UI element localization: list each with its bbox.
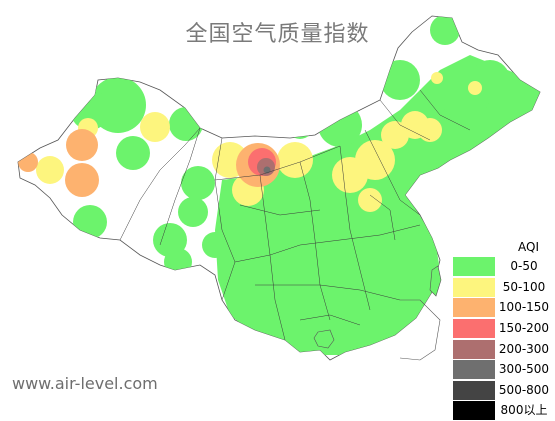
map-title: 全国空气质量指数 bbox=[185, 22, 370, 47]
legend-swatch bbox=[453, 319, 495, 339]
south-sea-inset bbox=[399, 299, 441, 361]
aqi-blob-good bbox=[318, 103, 362, 147]
aqi-blob-moderate bbox=[431, 72, 443, 84]
aqi-blob-moderate bbox=[358, 188, 382, 212]
aqi-blob-hazardous bbox=[263, 166, 271, 174]
aqi-legend: AQI 0-50 50-100 100-150 150-200 200-300 300-5… bbox=[453, 238, 553, 421]
hainan-island bbox=[313, 329, 335, 349]
legend-label: 800以上 bbox=[495, 401, 553, 421]
legend-swatch bbox=[453, 298, 495, 318]
aqi-blob-good bbox=[181, 166, 215, 200]
legend-label: 150-200 bbox=[495, 319, 553, 339]
aqi-blob-good bbox=[169, 107, 203, 141]
legend-item: 0-50 bbox=[453, 256, 553, 277]
legend-swatch bbox=[453, 257, 495, 277]
legend-swatch bbox=[453, 277, 495, 297]
legend-swatch bbox=[453, 339, 495, 359]
china-map bbox=[17, 15, 541, 361]
aqi-blob-sensitive bbox=[18, 152, 38, 172]
aqi-blob-moderate bbox=[140, 112, 170, 142]
legend-swatch bbox=[453, 380, 495, 400]
aqi-blob-moderate bbox=[418, 118, 442, 142]
legend-label: 100-150 bbox=[495, 298, 553, 318]
aqi-blob-good bbox=[380, 60, 420, 100]
aqi-blob-moderate bbox=[36, 156, 64, 184]
watermark-url: www.air-level.com bbox=[12, 374, 158, 393]
aqi-blob-sensitive bbox=[65, 163, 99, 197]
aqi-blob-good bbox=[164, 248, 192, 276]
legend-swatch bbox=[453, 401, 495, 421]
taiwan-island bbox=[429, 265, 442, 297]
legend-label: 0-50 bbox=[495, 257, 553, 277]
aqi-blob-moderate bbox=[277, 142, 313, 178]
legend-label: 500-800 bbox=[495, 380, 553, 400]
legend-label: 300-500 bbox=[495, 360, 553, 380]
legend-rows: 0-50 50-100 100-150 150-200 200-300 300-500 50… bbox=[453, 256, 553, 421]
legend-item: 800以上 bbox=[453, 400, 553, 421]
aqi-blob-good bbox=[286, 111, 314, 139]
legend-item: 300-500 bbox=[453, 358, 553, 380]
legend-item: 500-800 bbox=[453, 379, 553, 401]
aqi-blob-good bbox=[202, 232, 228, 258]
legend-title: AQI bbox=[518, 240, 539, 254]
legend-item: 150-200 bbox=[453, 317, 553, 339]
aqi-blob-good bbox=[116, 136, 150, 170]
legend-item: 50-100 bbox=[453, 276, 553, 298]
aqi-map-page: 全国空气质量指数 bbox=[12, 15, 550, 421]
legend-label: 200-300 bbox=[495, 339, 553, 359]
aqi-blob-sensitive bbox=[66, 129, 98, 161]
aqi-blob-good bbox=[178, 197, 208, 227]
province-borders bbox=[119, 89, 471, 341]
aqi-blob-good bbox=[73, 205, 107, 239]
legend-label: 50-100 bbox=[495, 277, 553, 297]
legend-item: 100-150 bbox=[453, 297, 553, 318]
legend-item: 200-300 bbox=[453, 338, 553, 359]
aqi-blob-good bbox=[430, 16, 460, 45]
aqi-blob-moderate bbox=[468, 81, 482, 95]
legend-swatch bbox=[453, 360, 495, 380]
